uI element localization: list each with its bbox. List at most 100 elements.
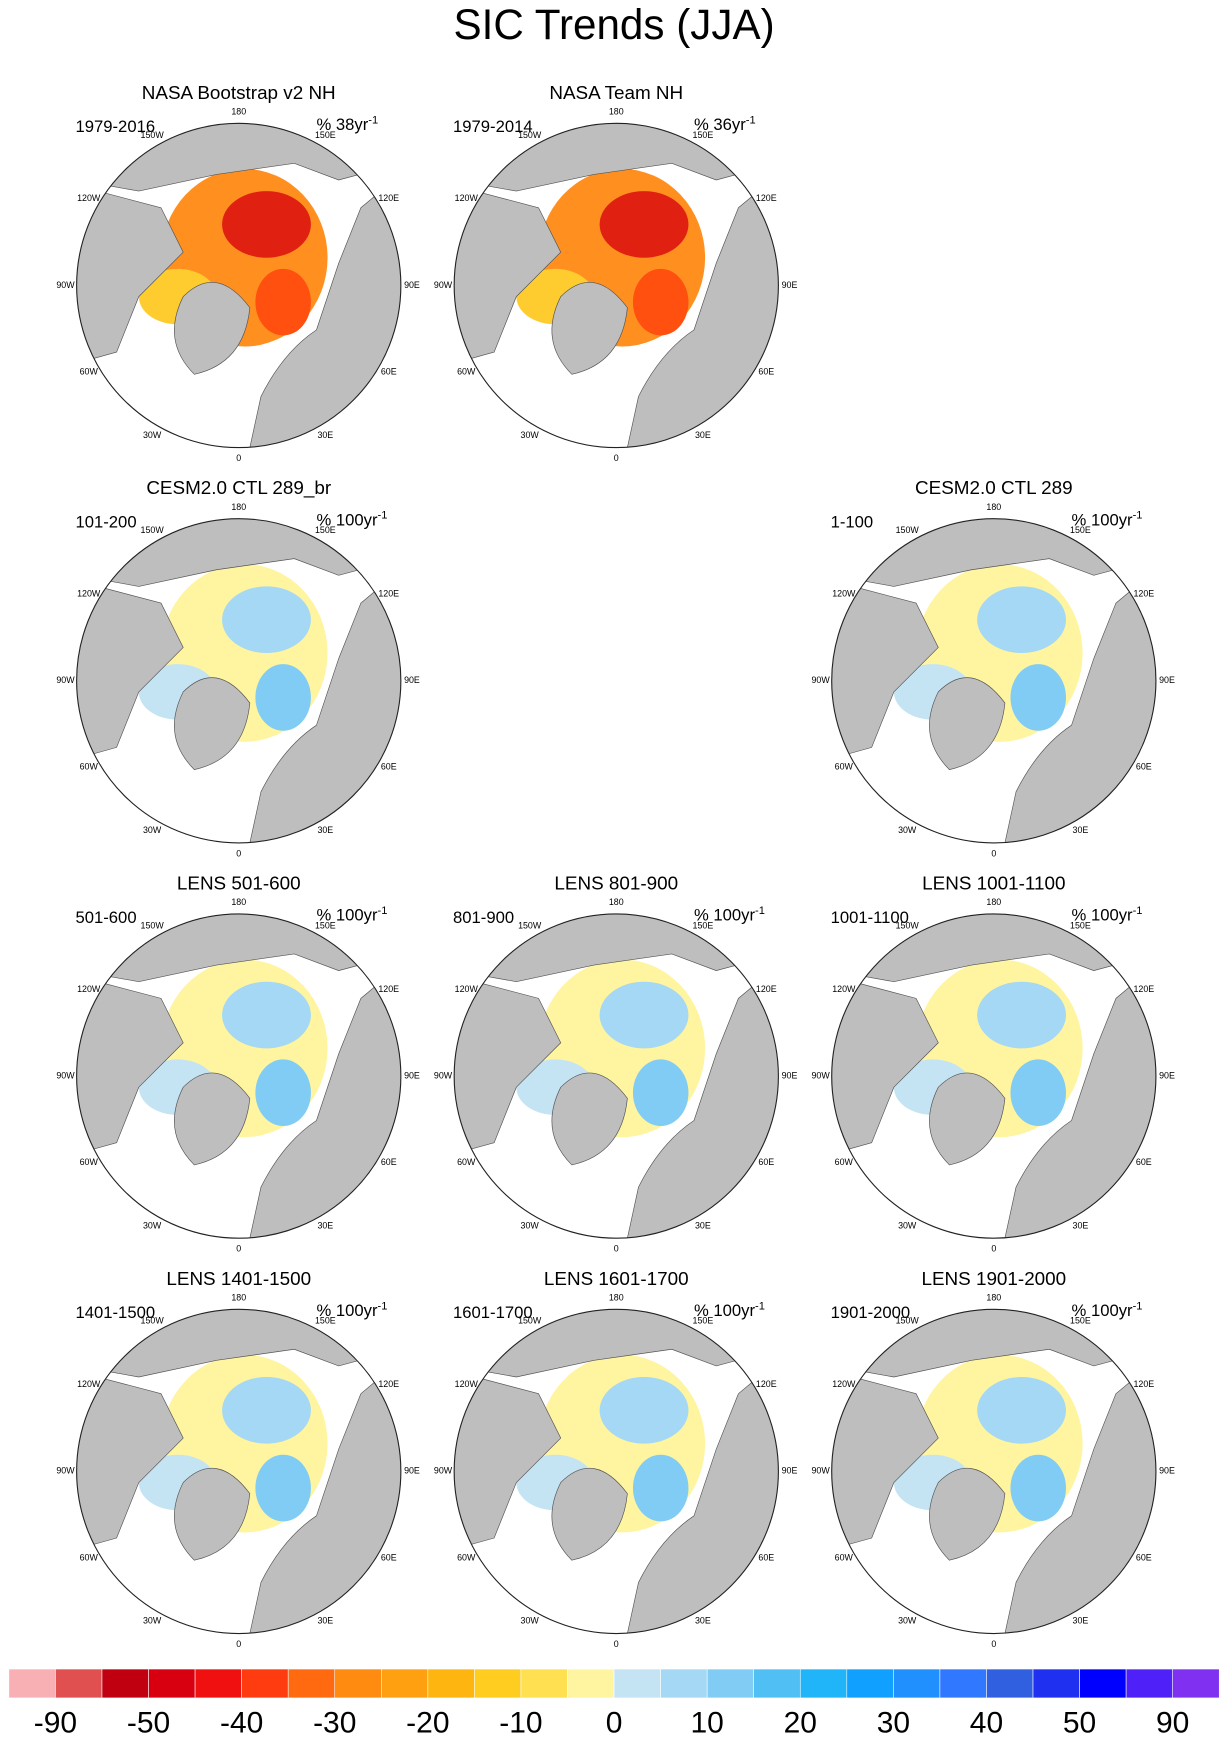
longitude-label: 150W [141, 920, 165, 930]
longitude-label: 150E [315, 525, 336, 535]
units-label: % 100yr-1 [316, 1300, 387, 1320]
land [831, 975, 939, 1155]
longitude-label: 60E [1136, 762, 1152, 772]
sea-ice [1010, 664, 1066, 731]
longitude-label: 150W [141, 525, 165, 535]
land [626, 173, 779, 448]
longitude-label: 30W [521, 1220, 540, 1230]
units-label: % 100yr-1 [694, 905, 765, 925]
sea-ice [255, 1454, 311, 1522]
sea-ice [599, 981, 689, 1049]
longitude-label: 150E [1070, 1316, 1091, 1326]
longitude-label: 60E [1136, 1552, 1152, 1562]
longitude-label: 180 [986, 897, 1001, 907]
longitude-label: 150W [896, 1316, 920, 1326]
period-label: 1901-2000 [831, 1303, 911, 1322]
units-label: % 100yr-1 [1072, 510, 1143, 530]
units: % 100yr [316, 510, 378, 529]
longitude-label: 180 [986, 1293, 1001, 1303]
longitude-label: 90W [811, 1070, 830, 1080]
longitude-label: 30E [1073, 825, 1089, 835]
longitude-label: 120W [77, 193, 101, 203]
longitude-label: 90E [404, 675, 420, 685]
longitude-label: 30W [898, 1220, 917, 1230]
map-panel: 0 30E 60E 90E 120E 150E 180 150W 120W 90W 60W 30W CE… [56, 477, 420, 858]
land [454, 185, 562, 364]
land [929, 677, 1006, 770]
map-border [453, 1308, 779, 1635]
longitude-label: 90E [782, 1070, 798, 1080]
longitude-label: 60W [457, 1552, 476, 1562]
longitude-label: 150W [518, 1316, 542, 1326]
units-label: % 100yr-1 [316, 510, 387, 530]
land [249, 569, 401, 843]
land [626, 964, 779, 1239]
longitude-label: 60E [758, 1552, 774, 1562]
longitude-label: 90E [404, 280, 420, 290]
land [76, 580, 184, 759]
land [174, 1072, 251, 1166]
longitude-label: 120W [455, 1379, 479, 1389]
longitude-label: 90W [434, 1466, 453, 1476]
sea-ice [599, 1377, 689, 1444]
longitude-label: 30W [143, 1220, 162, 1230]
longitude-label: 180 [231, 107, 246, 117]
longitude-label: 180 [986, 502, 1001, 512]
longitude-label: 0 [236, 453, 241, 463]
longitude-label: 60W [835, 762, 854, 772]
colorbar-box [986, 1668, 1034, 1699]
sea-ice [222, 191, 311, 258]
map-panel: 0 30E 60E 90E 120E 150E 180 150W 120W 90W 60W 30W NA… [56, 82, 420, 463]
map-panel: 0 30E 60E 90E 120E 150E 180 150W 120W 90W 60W 30W LE… [434, 873, 798, 1254]
period-label: 1-100 [831, 513, 874, 532]
units-exponent: -1 [755, 905, 765, 917]
units-label: % 100yr-1 [316, 905, 387, 925]
panel-title: LENS 1401-1500 [166, 1268, 311, 1289]
longitude-label: 60W [835, 1157, 854, 1167]
period-label: 1001-1100 [831, 908, 909, 927]
longitude-label: 90W [434, 280, 453, 290]
longitude-label: 150E [1070, 525, 1091, 535]
longitude-label: 60E [758, 1157, 774, 1167]
units-exponent: -1 [368, 114, 378, 126]
map-panel: 0 30E 60E 90E 120E 150E 180 150W 120W 90W 60W 30W NA… [434, 82, 798, 463]
map-border [831, 1308, 1157, 1635]
longitude-label: 30W [143, 1616, 162, 1626]
colorbar-box [287, 1668, 336, 1699]
longitude-label: 60W [457, 1157, 476, 1167]
colorbar-box [799, 1668, 848, 1699]
longitude-label: 90W [811, 675, 830, 685]
units: % 36yr [694, 115, 746, 134]
panel-title: CESM2.0 CTL 289_br [146, 477, 331, 499]
longitude-label: 60E [381, 1157, 397, 1167]
units: % 100yr [694, 906, 756, 925]
units-exponent: -1 [755, 1300, 765, 1312]
land [551, 1072, 628, 1166]
longitude-label: 180 [609, 897, 624, 907]
land [929, 1467, 1006, 1561]
longitude-label: 0 [991, 1639, 996, 1649]
colorbar-label: 40 [970, 1706, 1003, 1738]
longitude-label: 0 [236, 848, 241, 858]
longitude-label: 120E [1133, 984, 1154, 994]
longitude-label: 150E [693, 1316, 714, 1326]
colorbar-box [334, 1668, 382, 1699]
sea-ice [632, 1059, 689, 1127]
colorbar-box [706, 1668, 754, 1699]
map-panel: 0 30E 60E 90E 120E 150E 180 150W 120W 90W 60W 30W LE… [811, 873, 1175, 1254]
period-label: 101-200 [76, 513, 137, 532]
panel-title: LENS 501-600 [177, 873, 301, 894]
map-content [831, 913, 1156, 1239]
longitude-label: 120E [756, 1379, 777, 1389]
map-content [76, 1309, 401, 1634]
units-label: % 38yr-1 [316, 114, 378, 134]
longitude-label: 180 [231, 1293, 246, 1303]
land [249, 964, 401, 1239]
colorbar-box [753, 1668, 801, 1699]
longitude-label: 90E [1159, 1466, 1175, 1476]
longitude-label: 120W [832, 589, 856, 599]
longitude-label: 0 [991, 848, 996, 858]
longitude-label: 60E [758, 366, 774, 376]
colorbar-box [474, 1668, 522, 1699]
colorbar-label: 0 [606, 1706, 623, 1738]
